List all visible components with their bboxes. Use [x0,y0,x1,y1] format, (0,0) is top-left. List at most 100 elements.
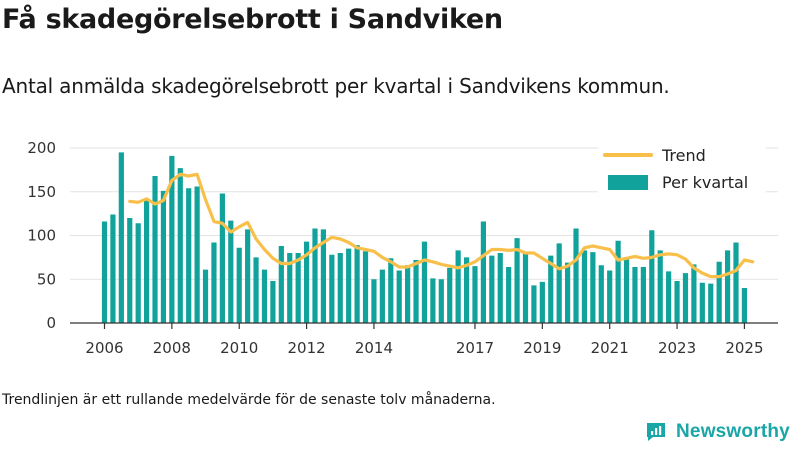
bar [623,257,630,323]
axis-layer: 0 50 100 150 200 2006 2008 2010 2012 2014 2017 2019… [27,139,778,357]
x-tick-label: 2010 [220,339,258,357]
bar [489,255,495,323]
bar [228,220,234,323]
bar [337,253,343,323]
bar [405,265,411,323]
bar [539,281,545,323]
bar [472,266,478,323]
trend-layer [128,172,755,279]
bar [211,242,217,323]
bar [548,255,554,323]
y-tick-label: 0 [46,314,56,332]
bar [598,265,604,323]
x-tick-label: 2012 [287,339,325,357]
bar [506,267,512,323]
bar [649,230,655,323]
bar [447,267,453,323]
bar [531,285,537,323]
bar [657,250,663,323]
bar [329,254,335,323]
bar [236,247,242,323]
bar [682,273,689,323]
y-tick-label: 150 [27,183,56,201]
bar [270,281,276,323]
x-tick-label: 2021 [591,339,629,357]
bar [741,288,748,323]
legend-bar-swatch [608,175,648,190]
bar [362,251,369,323]
bar [354,245,360,323]
bar [177,168,183,323]
bar [118,152,124,323]
page-subtitle: Antal anmälda skadegörelsebrott per kvar… [2,74,670,98]
bar [144,200,150,323]
bar [110,214,116,323]
bar [160,190,167,323]
chart: 0 50 100 150 200 2006 2008 2010 2012 2014 2017 2019… [27,138,778,357]
bar [590,252,596,323]
x-tick-label: 2014 [355,339,393,357]
y-tick-label: 200 [27,139,56,157]
bar [438,279,444,323]
bar [202,269,209,323]
bar [135,223,141,323]
bar [430,278,436,323]
bar [708,283,714,323]
bar [421,241,428,323]
bar [287,253,293,323]
x-tick-label: 2023 [658,339,696,357]
legend: Trend Per kvartal [598,138,766,200]
bar [716,261,722,323]
bar [463,257,470,323]
bar [371,279,377,323]
bar [245,229,251,323]
bar [565,262,571,323]
bars-layer [101,152,748,323]
bar [573,228,579,323]
bar [261,269,268,323]
bar [278,246,284,323]
bar [699,282,705,323]
x-tick-label: 2017 [456,339,494,357]
newsworthy-logo-icon [647,423,665,441]
y-tick-label: 100 [27,227,56,245]
bar [455,250,461,323]
x-tick-label: 2025 [725,339,763,357]
bar [615,240,621,323]
page-title: Få skadegörelsebrott i Sandviken [2,4,503,35]
bar [388,258,394,323]
bar [152,176,158,323]
brand-name: Newsworthy [676,421,790,442]
bar [396,270,402,323]
legend-trend-label: Trend [661,146,706,165]
bar [320,229,327,323]
bar [413,260,419,323]
bar [219,193,225,323]
legend-bar-label: Per kvartal [662,173,748,192]
bar [127,218,133,323]
bar [497,253,503,323]
bar [346,248,352,323]
bar [522,253,529,323]
bar [186,188,192,323]
bar [632,267,638,323]
trend-line [128,172,755,279]
bar [666,271,672,323]
bar [514,238,520,323]
footnote: Trendlinjen är ett rullande medelvärde f… [2,392,496,408]
bar [295,253,301,323]
bar [169,155,175,323]
bar [733,242,739,323]
bar [724,250,731,323]
bar [194,186,200,323]
bar [101,221,108,323]
bar [640,267,646,323]
x-tick-label: 2006 [85,339,123,357]
bar [253,257,259,323]
bar [581,250,588,323]
bar [379,269,385,323]
y-tick-label: 50 [37,270,56,288]
bar [312,228,318,323]
bar [607,270,613,323]
brand-logo: Newsworthy [644,420,790,444]
